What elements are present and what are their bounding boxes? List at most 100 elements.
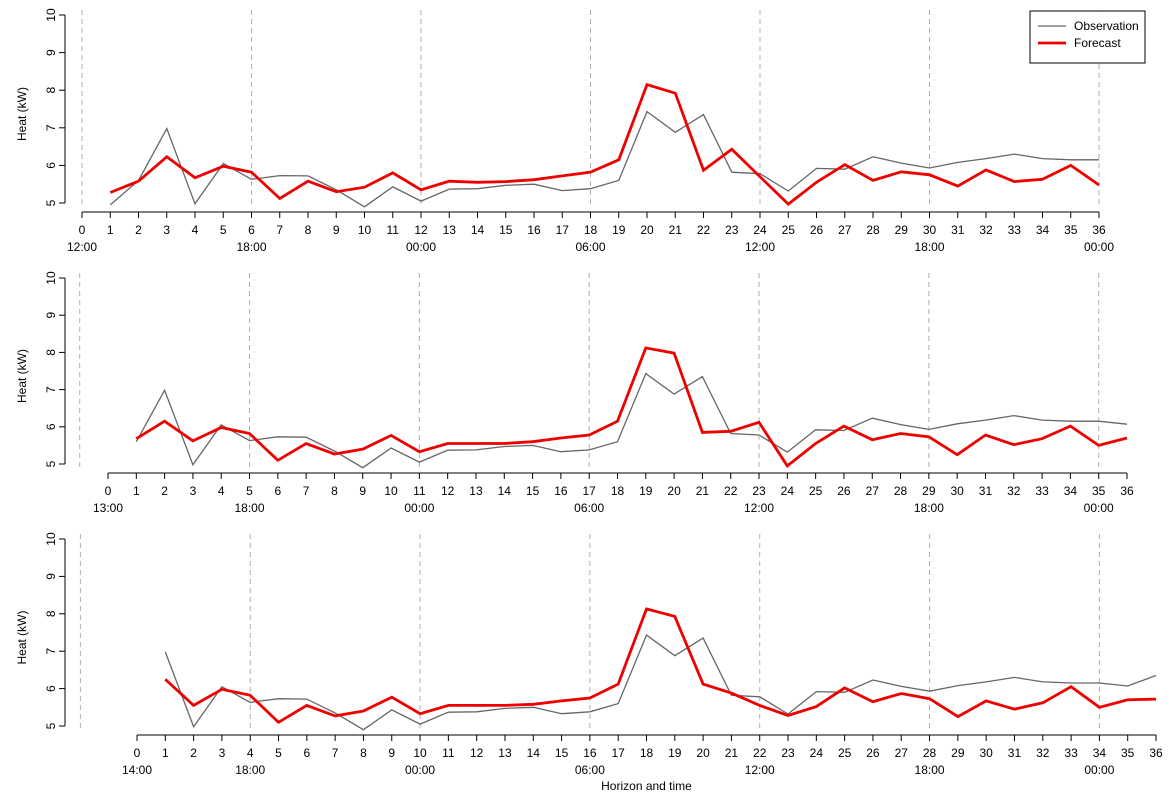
x-tick-label: 11 [413, 484, 426, 498]
x-tick-label: 28 [866, 223, 880, 237]
x-tick-label: 18 [640, 746, 654, 760]
x-tick-label: 27 [838, 223, 852, 237]
x-tick-label: 30 [950, 484, 964, 498]
x-tick-label: 25 [809, 484, 823, 498]
x-tick-label: 35 [1121, 746, 1135, 760]
x-tick-label: 19 [668, 746, 682, 760]
x-tick-label: 13 [498, 746, 512, 760]
x-tick-label: 33 [1008, 223, 1022, 237]
y-tick-label: 9 [44, 49, 58, 56]
y-tick-label: 8 [44, 610, 58, 617]
x-tick-label: 17 [612, 746, 626, 760]
y-tick-label: 9 [44, 573, 58, 580]
time-label: 12:00 [744, 501, 774, 515]
x-tick-label: 32 [1036, 746, 1050, 760]
time-label: 00:00 [1084, 763, 1114, 777]
x-tick-label: 34 [1064, 484, 1078, 498]
time-label: 18:00 [236, 240, 266, 254]
x-tick-label: 26 [866, 746, 880, 760]
y-axis-label: Heat (kW) [15, 87, 29, 141]
x-tick-label: 12 [470, 746, 484, 760]
x-tick-label: 4 [218, 484, 225, 498]
x-tick-label: 33 [1035, 484, 1049, 498]
x-tick-label: 10 [384, 484, 398, 498]
x-tick-label: 35 [1064, 223, 1078, 237]
x-tick-label: 13 [469, 484, 483, 498]
x-tick-label: 6 [274, 484, 281, 498]
x-tick-label: 27 [895, 746, 909, 760]
x-tick-label: 13 [443, 223, 457, 237]
x-tick-label: 8 [360, 746, 367, 760]
x-tick-label: 3 [163, 223, 170, 237]
x-tick-label: 21 [696, 484, 710, 498]
x-tick-label: 22 [697, 223, 711, 237]
x-tick-label: 3 [219, 746, 226, 760]
x-tick-label: 22 [753, 746, 767, 760]
time-label: 12:00 [745, 763, 775, 777]
y-tick-label: 10 [44, 532, 58, 546]
x-tick-label: 36 [1120, 484, 1134, 498]
x-tick-label: 9 [333, 223, 340, 237]
time-label: 13:00 [93, 501, 123, 515]
y-tick-label: 8 [44, 349, 58, 356]
x-tick-label: 24 [753, 223, 767, 237]
observation-series-line [164, 634, 1157, 731]
x-tick-label: 30 [979, 746, 993, 760]
x-tick-label: 20 [640, 223, 654, 237]
x-tick-label: 34 [1036, 223, 1050, 237]
x-tick-label: 17 [556, 223, 570, 237]
x-tick-label: 16 [554, 484, 568, 498]
y-tick-label: 9 [44, 312, 58, 319]
time-label: 18:00 [915, 763, 945, 777]
x-tick-label: 7 [276, 223, 283, 237]
y-tick-label: 5 [44, 460, 58, 467]
time-label: 18:00 [235, 501, 265, 515]
x-axis-label: Horizon and time [601, 779, 692, 793]
x-tick-label: 24 [781, 484, 795, 498]
x-tick-label: 14 [527, 746, 541, 760]
x-tick-label: 32 [979, 223, 993, 237]
x-tick-label: 3 [190, 484, 197, 498]
x-tick-label: 29 [895, 223, 909, 237]
x-tick-label: 23 [781, 746, 795, 760]
time-label: 00:00 [1084, 501, 1114, 515]
x-tick-label: 7 [303, 484, 310, 498]
y-tick-label: 8 [44, 87, 58, 94]
x-tick-label: 9 [359, 484, 366, 498]
forecast-series-line [109, 82, 1100, 206]
x-tick-label: 14 [471, 223, 485, 237]
forecast-series-line [164, 607, 1157, 725]
x-tick-label: 36 [1149, 746, 1163, 760]
x-tick-label: 2 [135, 223, 142, 237]
x-tick-label: 9 [388, 746, 395, 760]
x-tick-label: 25 [838, 746, 852, 760]
x-tick-label: 8 [331, 484, 338, 498]
y-tick-label: 10 [44, 271, 58, 285]
x-tick-label: 1 [133, 484, 140, 498]
time-label: 06:00 [574, 501, 604, 515]
y-tick-label: 5 [44, 722, 58, 729]
x-tick-label: 25 [782, 223, 796, 237]
x-tick-label: 21 [725, 746, 739, 760]
x-tick-label: 33 [1064, 746, 1078, 760]
time-label: 12:00 [745, 240, 775, 254]
y-tick-label: 5 [44, 199, 58, 206]
x-tick-label: 28 [894, 484, 908, 498]
x-tick-label: 11 [442, 746, 455, 760]
x-tick-label: 5 [246, 484, 253, 498]
x-tick-label: 29 [922, 484, 936, 498]
x-tick-label: 5 [220, 223, 227, 237]
x-tick-label: 2 [161, 484, 168, 498]
x-tick-label: 32 [1007, 484, 1021, 498]
x-tick-label: 4 [192, 223, 199, 237]
x-tick-label: 27 [866, 484, 880, 498]
x-tick-label: 16 [527, 223, 541, 237]
time-label: 12:00 [67, 240, 97, 254]
y-axis-label: Heat (kW) [15, 349, 29, 403]
x-tick-label: 12 [441, 484, 455, 498]
x-tick-label: 18 [584, 223, 598, 237]
time-label: 06:00 [575, 763, 605, 777]
x-tick-label: 29 [951, 746, 965, 760]
